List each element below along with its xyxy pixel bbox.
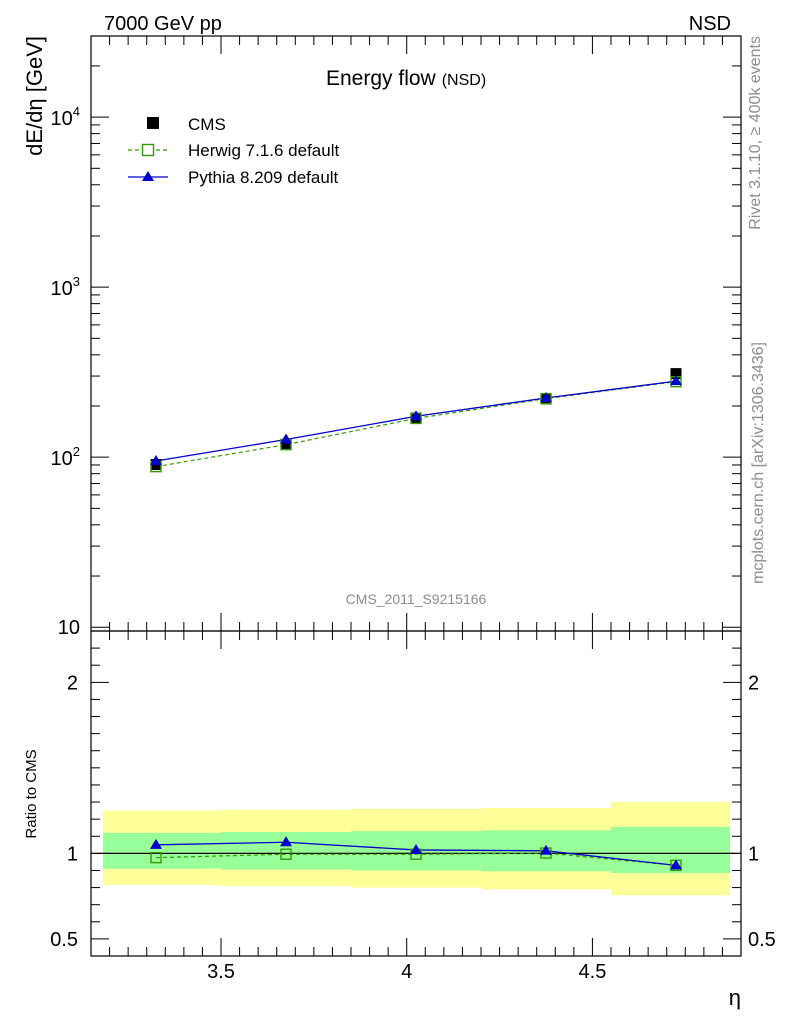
cms-point <box>280 438 292 450</box>
x-tick-label: 4 <box>401 961 412 983</box>
main-chart-title: Energy flow (NSD) <box>326 67 486 90</box>
legend-cms-marker <box>147 117 159 129</box>
tick-label-exponent: 4 <box>73 104 80 119</box>
mcplots-source-label: mcplots.cern.ch [arXiv:1306.3436] <box>750 342 767 584</box>
legend-herwig-label: Herwig 7.1.6 default <box>188 141 339 160</box>
tick-label-exponent: 3 <box>73 274 80 289</box>
legend-cms-label: CMS <box>188 115 226 134</box>
x-tick-label: 4.5 <box>579 961 607 983</box>
tick-label-exponent: 2 <box>73 444 80 459</box>
main-chart-title-suffix: (NSD) <box>442 72 486 89</box>
x-axis-label: η <box>729 985 741 1010</box>
herwig-line <box>155 381 677 468</box>
main-y-tick-label: 103 <box>51 274 80 300</box>
x-tick-labels: 3.5 4 4.5 <box>207 961 606 983</box>
legend-pythia-label: Pythia 8.209 default <box>188 168 339 187</box>
analysis-watermark: CMS_2011_S9215166 <box>346 591 487 607</box>
cms-point <box>670 368 682 380</box>
tick-label-base: 10 <box>51 278 73 300</box>
main-y-tick-label: 10 <box>58 617 80 639</box>
ratio-pythia-point <box>280 836 292 847</box>
legend-herwig-marker <box>141 143 155 157</box>
main-y-tick-label: 102 <box>51 444 80 470</box>
main-chart-title-text: Energy flow <box>326 67 437 90</box>
ratio-herwig-point <box>150 851 162 864</box>
ratio-y-tick-label-right: 2 <box>748 672 759 694</box>
ratio-y-tick-label: 2 <box>67 672 78 694</box>
ratio-y-tick-label-right: 0.5 <box>748 929 776 951</box>
ratio-y-tick-label-right: 1 <box>748 843 759 865</box>
header-beam-label: 7000 GeV pp <box>104 13 222 35</box>
ratio-y-tick-label: 1 <box>67 843 78 865</box>
ratio-herwig-line <box>155 852 677 866</box>
pythia-point <box>280 433 292 444</box>
pythia-point <box>410 410 422 421</box>
header-process-label: NSD <box>689 13 731 35</box>
ratio-y-tick-labels: 0.5 0.5 1 1 2 2 <box>50 672 776 951</box>
rivet-version-label: Rivet 3.1.10, ≥ 400k events <box>747 36 764 230</box>
ratio-series-group <box>150 836 682 872</box>
main-series-group <box>150 368 682 473</box>
ratio-pythia-point <box>540 844 552 855</box>
ratio-panel: 0.5 0.5 1 1 2 2 3.5 4 4.5 Ratio to CMS η <box>23 630 776 1010</box>
ratio-pythia-point <box>670 859 682 870</box>
ratio-pythia-point <box>410 843 422 854</box>
main-y-tick-label: 104 <box>51 104 80 130</box>
pythia-point <box>670 375 682 386</box>
ratio-plot-frame <box>90 630 742 957</box>
pythia-point <box>150 454 162 465</box>
main-axis-ticks <box>90 35 742 631</box>
band-inner <box>103 832 221 869</box>
legend: CMS Herwig 7.1.6 default Pythia 8.209 de… <box>128 115 339 187</box>
pythia-point <box>540 391 552 402</box>
main-y-axis-label: dE/dη [GeV] <box>22 36 47 156</box>
x-tick-label: 3.5 <box>207 961 235 983</box>
tick-label-base: 10 <box>51 108 73 130</box>
ratio-y-tick-label: 0.5 <box>50 929 78 951</box>
legend-pythia-marker <box>142 171 154 181</box>
ratio-axis-ticks <box>90 630 742 957</box>
tick-label-base: 10 <box>51 448 73 470</box>
ratio-pythia-point <box>150 838 162 849</box>
ratio-herwig-point <box>280 848 292 860</box>
ratio-y-axis-label: Ratio to CMS <box>23 749 40 838</box>
